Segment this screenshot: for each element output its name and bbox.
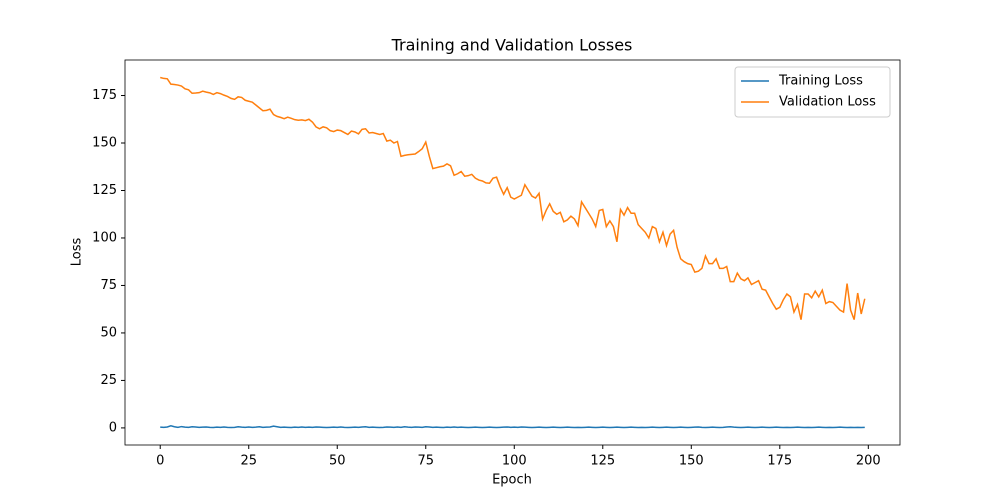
legend-label: Training Loss xyxy=(778,74,863,89)
x-tick-label: 200 xyxy=(856,454,881,469)
y-tick-label: 100 xyxy=(92,230,117,245)
y-tick-label: 125 xyxy=(92,183,117,198)
y-tick-label: 50 xyxy=(100,325,117,340)
plot-frame xyxy=(124,59,901,446)
series-line xyxy=(160,76,866,320)
x-tick-label: 175 xyxy=(767,454,792,469)
x-tick-label: 0 xyxy=(156,454,164,469)
x-tick-label: 150 xyxy=(679,454,704,469)
legend-label: Validation Loss xyxy=(779,95,876,110)
y-tick-label: 150 xyxy=(92,136,117,151)
x-tick-label: 100 xyxy=(502,454,527,469)
x-tick-label: 25 xyxy=(240,454,257,469)
y-tick-label: 75 xyxy=(100,278,117,293)
x-tick-label: 50 xyxy=(329,454,346,469)
y-tick-label: 0 xyxy=(109,420,117,435)
legend-box xyxy=(734,66,891,118)
y-axis-label: Loss xyxy=(70,238,85,267)
chart-title: Training and Validation Losses xyxy=(391,36,633,55)
series-line xyxy=(160,425,865,429)
x-axis-label: Epoch xyxy=(492,473,532,488)
y-tick-label: 175 xyxy=(92,88,117,103)
x-tick-label: 75 xyxy=(417,454,434,469)
y-tick-label: 25 xyxy=(100,373,117,388)
x-tick-label: 125 xyxy=(590,454,615,469)
